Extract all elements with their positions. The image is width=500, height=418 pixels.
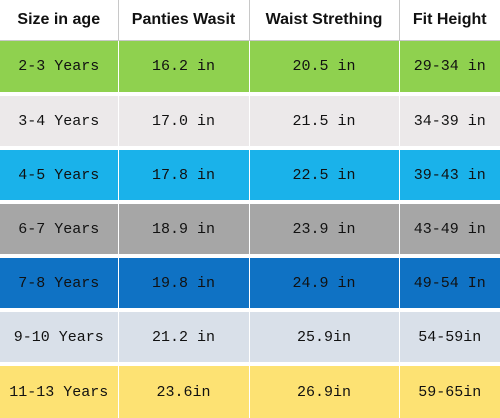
- header-panties-waist: Panties Wasit: [118, 0, 250, 41]
- cell-fit-height: 29-34 in: [399, 40, 500, 97]
- cell-fit-height: 59-65in: [399, 364, 500, 418]
- table-row: 7-8 Years 19.8 in 24.9 in 49-54 In: [0, 256, 500, 313]
- header-row: Size in age Panties Wasit Waist Strethin…: [0, 0, 500, 41]
- cell-panties-waist: 19.8 in: [118, 256, 250, 313]
- cell-size: 7-8 Years: [0, 256, 119, 313]
- header-size-in-age: Size in age: [0, 0, 119, 41]
- cell-size: 4-5 Years: [0, 148, 119, 205]
- cell-fit-height: 54-59in: [399, 310, 500, 367]
- table-row: 2-3 Years 16.2 in 20.5 in 29-34 in: [0, 40, 500, 97]
- table-row: 9-10 Years 21.2 in 25.9in 54-59in: [0, 310, 500, 367]
- cell-size: 3-4 Years: [0, 94, 119, 151]
- cell-waist-stretching: 21.5 in: [249, 94, 400, 151]
- cell-waist-stretching: 22.5 in: [249, 148, 400, 205]
- cell-panties-waist: 17.8 in: [118, 148, 250, 205]
- cell-fit-height: 43-49 in: [399, 202, 500, 259]
- cell-panties-waist: 17.0 in: [118, 94, 250, 151]
- cell-panties-waist: 21.2 in: [118, 310, 250, 367]
- cell-waist-stretching: 20.5 in: [249, 40, 400, 97]
- table-row: 11-13 Years 23.6in 26.9in 59-65in: [0, 364, 500, 418]
- cell-size: 11-13 Years: [0, 364, 119, 418]
- cell-panties-waist: 16.2 in: [118, 40, 250, 97]
- header-waist-stretching: Waist Strething: [249, 0, 400, 41]
- cell-waist-stretching: 23.9 in: [249, 202, 400, 259]
- cell-panties-waist: 23.6in: [118, 364, 250, 418]
- cell-fit-height: 34-39 in: [399, 94, 500, 151]
- cell-waist-stretching: 25.9in: [249, 310, 400, 367]
- table-row: 3-4 Years 17.0 in 21.5 in 34-39 in: [0, 94, 500, 151]
- cell-waist-stretching: 26.9in: [249, 364, 400, 418]
- cell-size: 6-7 Years: [0, 202, 119, 259]
- table-row: 6-7 Years 18.9 in 23.9 in 43-49 in: [0, 202, 500, 259]
- header-fit-height: Fit Height: [399, 0, 500, 41]
- table-row: 4-5 Years 17.8 in 22.5 in 39-43 in: [0, 148, 500, 205]
- cell-size: 2-3 Years: [0, 40, 119, 97]
- cell-waist-stretching: 24.9 in: [249, 256, 400, 313]
- cell-fit-height: 49-54 In: [399, 256, 500, 313]
- cell-fit-height: 39-43 in: [399, 148, 500, 205]
- cell-size: 9-10 Years: [0, 310, 119, 367]
- cell-panties-waist: 18.9 in: [118, 202, 250, 259]
